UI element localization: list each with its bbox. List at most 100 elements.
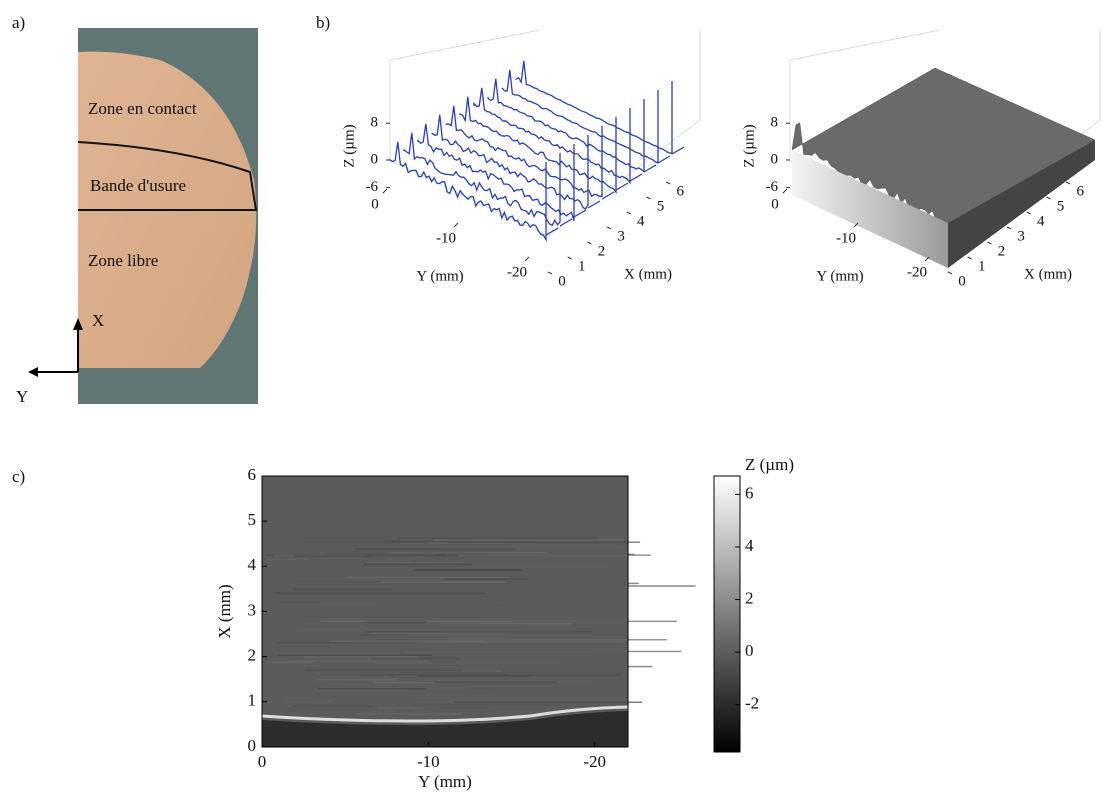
profile-tail: [629, 173, 643, 182]
x-tick-label: 1: [978, 258, 986, 274]
heatmap-streak: [450, 620, 677, 623]
y-tick-label: 3: [248, 600, 257, 619]
heatmap-streak: [383, 541, 476, 543]
heatmap-streak: [419, 604, 506, 607]
x-tick-label: 4: [637, 213, 645, 229]
box-edge: [789, 29, 941, 61]
heatmap-streak: [427, 566, 610, 568]
heatmap-streak: [345, 679, 423, 682]
x-tick-label: 6: [676, 183, 684, 199]
colorbar-tick-label: 0: [745, 641, 754, 660]
z-axis-label: Z (µm): [341, 124, 357, 167]
y-tick: [524, 256, 530, 262]
axis-label: X: [92, 311, 104, 330]
x-tick: [665, 181, 671, 185]
panel-label: c): [12, 467, 25, 486]
axis-label: Y: [16, 387, 28, 406]
x-tick: [626, 211, 632, 215]
y-tick-label: 4: [248, 555, 257, 574]
zone-label: Bande d'usure: [90, 176, 186, 195]
heatmap-streak: [293, 555, 372, 557]
heatmap-streak: [293, 588, 393, 591]
x-tick-label: -20: [583, 752, 606, 771]
y-tick-label: 1: [248, 691, 257, 710]
heatmap-streak: [374, 681, 436, 684]
heatmap-streak: [328, 571, 550, 573]
x-axis-label: X (mm): [624, 266, 672, 282]
y-tick-label: -10: [836, 230, 856, 246]
heatmap-streak: [316, 678, 396, 681]
profile-tail: [615, 182, 629, 191]
y-tick-label: 5: [248, 510, 257, 529]
y-tick-label: 0: [771, 196, 779, 212]
y-tick: [453, 222, 459, 228]
heatmap-streak: [299, 629, 528, 631]
x-tick: [1006, 226, 1012, 230]
heatmap-streak: [278, 601, 322, 604]
profile-line: [473, 87, 631, 185]
colorbar-tick-label: 6: [745, 483, 754, 502]
profile-line: [389, 141, 547, 242]
heatmap-streak: [455, 650, 682, 653]
y-tick-label: 0: [248, 736, 257, 755]
colorbar-title: Z (µm): [745, 455, 794, 474]
heatmap-streak: [449, 541, 641, 543]
zone-label: Zone en contact: [88, 99, 197, 118]
x-tick-label: 2: [598, 243, 606, 259]
heatmap-streak: [347, 576, 509, 579]
profile-tail: [657, 155, 671, 164]
heatmap-streak: [292, 705, 374, 707]
heatmap-streak: [265, 558, 310, 560]
heatmap-streak: [397, 537, 599, 539]
y-tick-label: 0: [371, 196, 379, 212]
heatmap-streak: [310, 561, 404, 564]
heatmap-streak: [317, 687, 426, 690]
colorbar-tick-label: 2: [745, 588, 754, 607]
x-tick: [967, 256, 972, 260]
colorbar-tick-label: 4: [745, 536, 754, 555]
heatmap-streak: [320, 687, 468, 689]
panel-label: a): [12, 13, 25, 32]
x-tick: [606, 226, 612, 230]
x-tick-label: 0: [958, 273, 966, 289]
profile-tail: [643, 164, 657, 173]
x-tick-label: 5: [657, 198, 665, 214]
heatmap-streak: [366, 562, 464, 564]
profile-tail: [601, 191, 615, 200]
profile-tail: [671, 146, 685, 155]
profile-tail: [559, 218, 573, 227]
y-tick-label: 2: [248, 646, 257, 665]
heatmap-streak: [313, 602, 382, 605]
heatmap-streak: [441, 623, 574, 625]
panel-label: b): [316, 13, 330, 32]
x-tick: [1026, 211, 1032, 215]
surface-top: [791, 67, 1096, 225]
heatmap-streak: [266, 661, 316, 663]
heatmap-streak: [414, 680, 594, 682]
x-tick-label: 3: [617, 228, 625, 244]
profile-line: [417, 123, 575, 221]
profile-tail: [545, 227, 559, 236]
x-tick: [1046, 196, 1051, 200]
heatmap-streak: [453, 701, 643, 704]
heatmap-streak: [276, 654, 433, 657]
heatmap-streak: [404, 694, 493, 696]
x-tick-label: 0: [558, 273, 566, 289]
heatmap-streak: [275, 641, 352, 644]
heatmap-streak: [363, 563, 473, 566]
heatmap-streak: [370, 657, 460, 660]
heatmap-streak: [331, 700, 417, 703]
heatmap-streak: [424, 640, 625, 643]
heatmap-streak: [415, 642, 622, 644]
heatmap-streak: [371, 632, 505, 635]
heatmap-streak: [387, 552, 548, 554]
x-tick: [947, 271, 953, 275]
x-tick-label: -10: [417, 752, 440, 771]
x-tick-label: 4: [1037, 213, 1045, 229]
profile-line: [431, 114, 589, 211]
heatmap-streak: [412, 561, 457, 563]
heatmap-streak: [434, 582, 639, 585]
heatmap-streak: [433, 539, 624, 542]
heatmap-streak: [303, 656, 417, 658]
heatmap-streak: [417, 675, 535, 677]
